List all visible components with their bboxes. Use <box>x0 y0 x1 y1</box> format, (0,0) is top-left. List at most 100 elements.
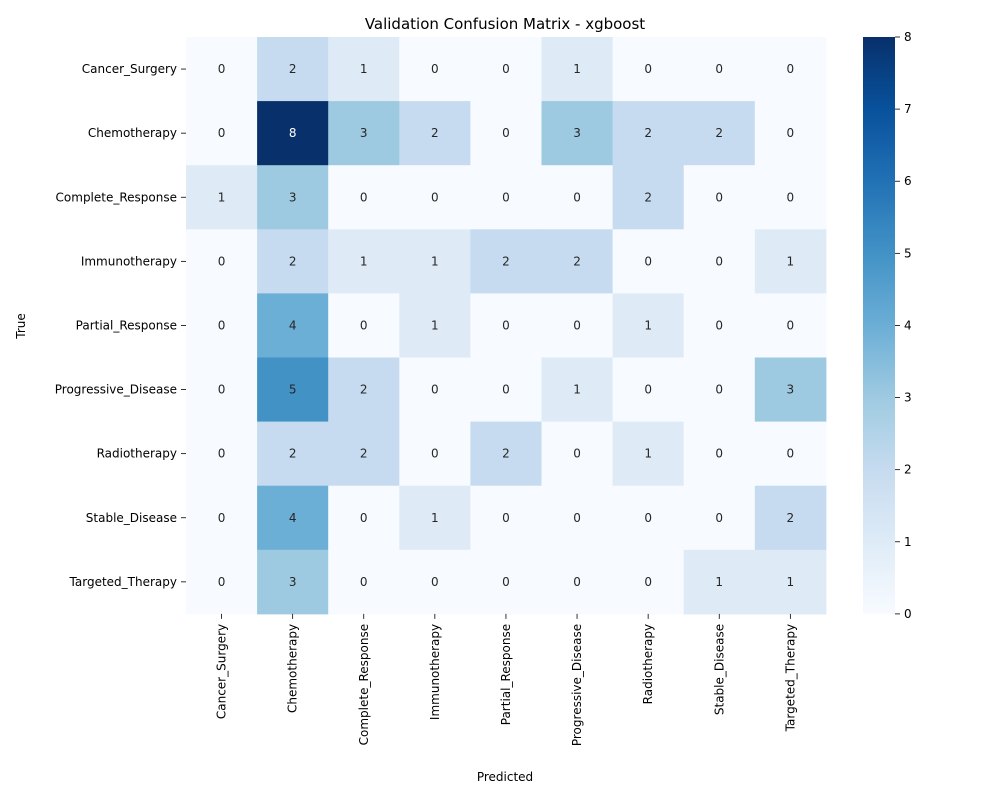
cell-value-label: 0 <box>715 447 723 461</box>
cell-value-label: 2 <box>289 62 297 76</box>
cell-value-label: 0 <box>360 575 368 589</box>
y-tick-label: Progressive_Disease <box>55 383 177 397</box>
cell-value-label: 0 <box>218 254 226 268</box>
cell-value-label: 4 <box>289 511 297 525</box>
heatmap-cell <box>257 421 329 487</box>
cell-value-label: 0 <box>218 126 226 140</box>
cell-value-label: 0 <box>787 447 795 461</box>
heatmap-cell <box>754 165 827 230</box>
y-tick-label: Targeted_Therapy <box>69 575 177 589</box>
heatmap-cell <box>186 357 258 423</box>
heatmap-cell <box>612 421 685 487</box>
colorbar-tick-label: 8 <box>904 30 912 44</box>
heatmap-cell <box>612 357 685 423</box>
heatmap-cell <box>328 357 400 423</box>
cell-value-label: 2 <box>644 190 652 204</box>
cell-value-label: 1 <box>360 62 368 76</box>
cell-value-label: 0 <box>573 447 581 461</box>
heatmap-cell <box>257 165 329 230</box>
heatmap-cell <box>470 357 542 423</box>
heatmap-cell <box>328 293 400 358</box>
heatmap-cell <box>328 229 400 294</box>
colorbar-tick-label: 4 <box>904 318 912 332</box>
x-tick-label: Immunotherapy <box>428 624 442 720</box>
heatmap-cell <box>257 293 329 358</box>
heatmap-cell <box>470 229 542 294</box>
cell-value-label: 0 <box>502 126 510 140</box>
cell-value-label: 0 <box>360 511 368 525</box>
heatmap-cell <box>683 421 756 487</box>
heatmap-cell <box>470 421 542 487</box>
cell-value-label: 0 <box>715 254 723 268</box>
heatmap-cell <box>541 229 614 294</box>
heatmap-cell <box>541 101 614 166</box>
heatmap-cell <box>186 165 258 230</box>
heatmap-cell <box>328 549 400 615</box>
heatmap-cell <box>683 165 756 230</box>
heatmap-cell <box>470 37 542 102</box>
cell-value-label: 0 <box>715 62 723 76</box>
y-tick-label: Complete_Response <box>56 190 177 204</box>
cell-value-label: 0 <box>715 190 723 204</box>
heatmap-cell <box>328 37 400 102</box>
cell-value-label: 0 <box>502 190 510 204</box>
heatmap-cell <box>328 421 400 487</box>
cell-value-label: 3 <box>573 126 581 140</box>
cell-value-label: 3 <box>289 190 297 204</box>
heatmap-cell <box>399 357 471 423</box>
cell-value-label: 0 <box>431 62 439 76</box>
colorbar-tick-label: 5 <box>904 246 912 260</box>
cell-value-label: 0 <box>644 575 652 589</box>
heatmap-cell <box>257 229 329 294</box>
cell-value-label: 2 <box>360 447 368 461</box>
cell-value-label: 0 <box>218 383 226 397</box>
cell-value-label: 2 <box>715 126 723 140</box>
cell-value-label: 1 <box>715 575 723 589</box>
heatmap-cell <box>541 549 614 615</box>
cell-value-label: 2 <box>502 254 510 268</box>
y-tick-label: Immunotherapy <box>81 254 177 268</box>
x-tick-labels: Cancer_Surgery Chemotherapy Complete_Respo… <box>215 613 797 746</box>
cell-value-label: 1 <box>360 254 368 268</box>
heatmap-cell <box>612 229 685 294</box>
cell-value-label: 2 <box>787 511 795 525</box>
cell-value-label: 0 <box>502 511 510 525</box>
heatmap-cell <box>754 421 827 487</box>
heatmap-cell <box>541 165 614 230</box>
heatmap-cell <box>683 229 756 294</box>
x-tick-label: Radiotherapy <box>641 624 655 704</box>
y-axis-label: True <box>14 313 28 340</box>
heatmap-cell <box>754 229 827 294</box>
heatmap-cell <box>257 37 329 102</box>
x-tick-label: Targeted_Therapy <box>783 624 797 732</box>
cell-value-label: 0 <box>573 318 581 332</box>
cell-value-label: 1 <box>218 190 226 204</box>
heatmap-cell <box>754 37 827 102</box>
cell-value-label: 0 <box>573 511 581 525</box>
cell-value-label: 3 <box>787 383 795 397</box>
heatmap-cell <box>328 101 400 166</box>
heatmap-cell <box>683 549 756 615</box>
heatmap-cell <box>257 357 329 423</box>
cell-value-label: 4 <box>289 318 297 332</box>
cell-value-label: 0 <box>431 383 439 397</box>
heatmap-cell <box>470 101 542 166</box>
colorbar-tick-label: 0 <box>904 607 912 621</box>
cell-value-label: 0 <box>218 447 226 461</box>
heatmap-cell <box>541 485 614 551</box>
x-tick-label: Complete_Response <box>357 624 371 745</box>
heatmap-cell <box>186 229 258 294</box>
cell-value-label: 0 <box>787 190 795 204</box>
heatmap-cell <box>328 165 400 230</box>
heatmap-cell <box>470 293 542 358</box>
heatmap-cell <box>399 229 471 294</box>
heatmap-cell <box>754 101 827 166</box>
cell-value-label: 0 <box>218 62 226 76</box>
colorbar <box>863 37 895 614</box>
cell-value-label: 1 <box>573 62 581 76</box>
cell-value-label: 2 <box>573 254 581 268</box>
cell-value-label: 0 <box>431 575 439 589</box>
colorbar-tick-label: 6 <box>904 174 912 188</box>
colorbar-tick-label: 1 <box>904 535 912 549</box>
cell-value-label: 2 <box>289 254 297 268</box>
